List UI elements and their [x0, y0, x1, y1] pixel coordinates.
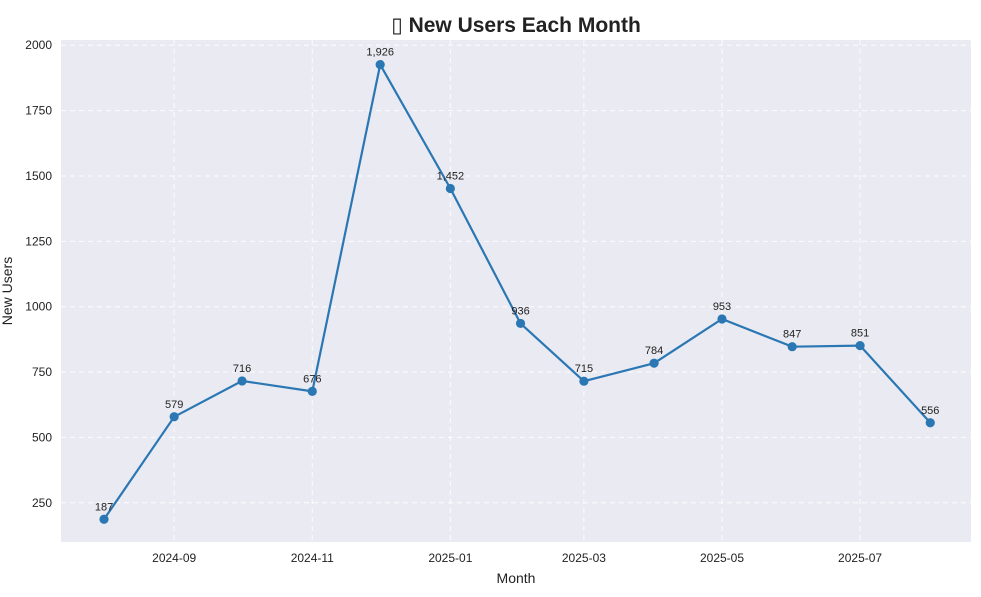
data-labels: 187 579 716 676 1,926 1,452 936 715 784 953 847 851…	[95, 47, 940, 514]
y-tick-label: 1000	[25, 300, 52, 314]
plot-background	[61, 40, 971, 542]
grid-lines	[61, 40, 971, 542]
y-tick-label: 1750	[25, 104, 52, 118]
x-tick-label: 2025-05	[700, 551, 744, 565]
y-tick-labels: 250 500 750 1000 1250 1500 1750 2000	[25, 38, 52, 510]
x-axis-label: Month	[497, 570, 536, 586]
data-point	[717, 314, 727, 324]
x-tick-label: 2025-03	[562, 551, 606, 565]
data-point	[649, 358, 659, 368]
data-point	[925, 418, 935, 428]
data-point	[515, 318, 526, 329]
data-label: 936	[511, 305, 529, 317]
chart-title: ▯ New Users Each Month	[391, 14, 641, 37]
x-tick-label: 2025-01	[428, 551, 472, 565]
data-point	[169, 412, 179, 422]
data-label: 676	[303, 373, 321, 385]
x-tick-label: 2024-09	[152, 551, 196, 565]
data-point	[375, 59, 385, 70]
data-label: 953	[713, 301, 731, 313]
data-label: 1,452	[437, 171, 465, 183]
data-point	[445, 183, 455, 194]
data-points	[99, 59, 935, 524]
data-label: 716	[233, 363, 251, 375]
y-tick-label: 250	[32, 496, 52, 510]
y-axis-label: New Users	[0, 257, 15, 325]
x-tick-label: 2024-11	[291, 551, 334, 565]
y-tick-label: 750	[32, 365, 52, 379]
x-tick-labels: 2024-09 2024-11 2025-01 2025-03 2025-05 2025-…	[152, 551, 882, 565]
data-point	[99, 514, 109, 524]
data-label: 1,926	[366, 47, 394, 59]
data-label: 556	[921, 405, 939, 417]
y-tick-label: 500	[32, 430, 52, 444]
data-point	[579, 376, 589, 386]
data-label: 187	[95, 501, 113, 513]
data-label: 847	[783, 329, 801, 341]
x-tick-label: 2025-07	[838, 551, 882, 565]
data-label: 784	[645, 345, 663, 357]
data-point	[787, 342, 797, 352]
data-point	[307, 386, 317, 396]
y-tick-label: 2000	[25, 38, 52, 52]
y-tick-label: 1250	[25, 234, 52, 248]
data-label: 851	[851, 328, 869, 340]
data-label: 579	[165, 399, 183, 411]
data-point	[855, 341, 865, 351]
y-tick-label: 1500	[25, 169, 52, 183]
data-point	[237, 376, 247, 386]
data-label: 715	[575, 363, 593, 375]
